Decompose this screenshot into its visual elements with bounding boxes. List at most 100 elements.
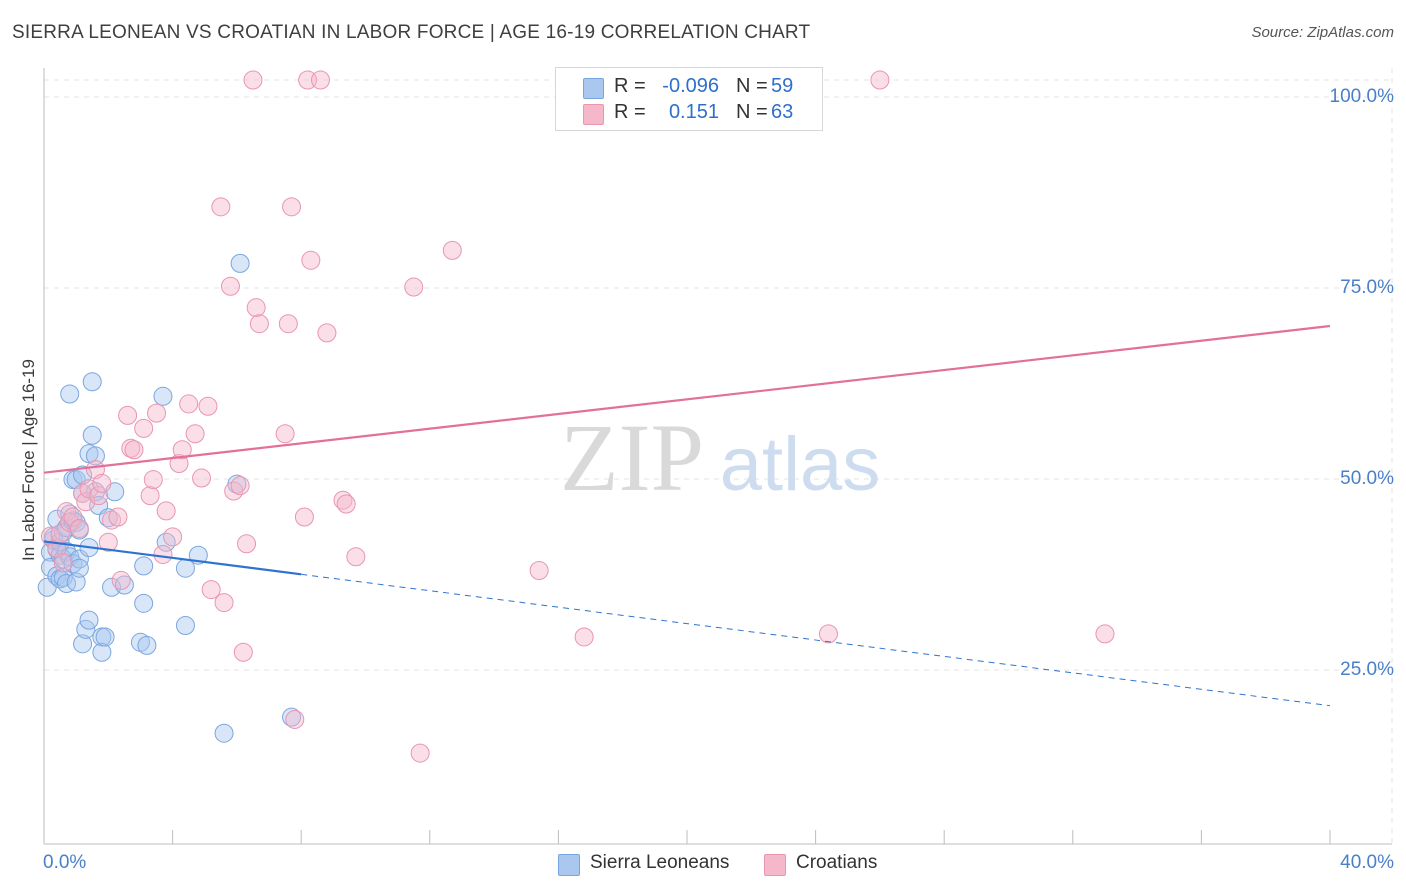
data-point [333, 490, 353, 510]
n-value: 59 [771, 75, 794, 97]
trend-line-croatians [43, 324, 1331, 474]
data-point [275, 424, 295, 444]
data-point [79, 479, 99, 499]
y-tick-25: 25.0% [1340, 659, 1394, 680]
legend-row-croatians: R = 0.151 N = 63 [556, 101, 822, 127]
legend-label: Croatians [796, 852, 878, 873]
source-note: Source: ZipAtlas.com [1251, 24, 1394, 41]
legend-swatch-pink [764, 854, 786, 876]
data-point [73, 634, 93, 654]
data-point [156, 501, 176, 521]
data-point [63, 507, 83, 527]
data-point [53, 567, 73, 587]
data-point [317, 323, 337, 343]
gridlines [44, 68, 1393, 844]
data-point [198, 396, 218, 416]
legend-swatch-blue [583, 78, 604, 99]
data-point [224, 481, 244, 501]
r-label: R = [614, 75, 646, 97]
y-tick-50: 50.0% [1340, 468, 1394, 489]
watermark-atlas: atlas [720, 422, 881, 507]
data-point [230, 476, 250, 496]
data-point [301, 250, 321, 270]
data-point [57, 573, 77, 593]
data-point [285, 709, 305, 729]
data-point [442, 240, 462, 260]
data-point [282, 707, 302, 727]
data-point [60, 384, 80, 404]
data-point [246, 298, 266, 318]
data-point [185, 424, 205, 444]
legend-label: Sierra Leoneans [590, 852, 730, 873]
data-point [172, 440, 192, 460]
r-value: 0.151 [668, 101, 719, 123]
data-point [85, 446, 105, 466]
data-point [278, 314, 298, 334]
n-value: 63 [771, 101, 794, 123]
data-point [153, 386, 173, 406]
y-tick-100: 100.0% [1329, 86, 1394, 107]
axes [43, 68, 1392, 845]
chart-title: SIERRA LEONEAN VS CROATIAN IN LABOR FORC… [12, 22, 811, 43]
correlation-legend: R = -0.096 N = 59 R = 0.151 N = 63 [555, 67, 823, 131]
data-point [233, 642, 253, 662]
legend-swatch-pink [583, 104, 604, 125]
data-point [214, 593, 234, 613]
data-point [82, 372, 102, 392]
data-point [282, 197, 302, 217]
n-label: N = [736, 75, 768, 97]
data-point [410, 743, 430, 763]
data-point [192, 468, 212, 488]
data-point [404, 277, 424, 297]
x-tick-min: 0.0% [43, 852, 87, 873]
trend-line-extrapolated [301, 573, 1331, 707]
data-point [111, 570, 131, 590]
data-point [134, 418, 154, 438]
data-point [336, 494, 356, 514]
data-point [69, 518, 89, 538]
data-point [243, 70, 263, 90]
data-point [134, 556, 154, 576]
data-point [143, 470, 163, 490]
data-point [147, 403, 167, 423]
data-point [346, 547, 366, 567]
watermark-zip: ZIP [560, 404, 704, 511]
data-point [294, 507, 314, 527]
data-point [92, 473, 112, 493]
data-point [89, 486, 109, 506]
legend-swatch-blue [558, 854, 580, 876]
data-point [201, 580, 221, 600]
data-point [529, 560, 549, 580]
data-point [220, 276, 240, 296]
data-point [60, 512, 80, 532]
data-point [249, 314, 269, 334]
trend-line-sierra-leoneans [43, 540, 302, 576]
data-point [124, 440, 144, 460]
data-point [121, 438, 141, 458]
data-point [98, 532, 118, 552]
r-value: -0.096 [662, 75, 719, 97]
data-point [156, 532, 176, 552]
data-point [310, 70, 330, 90]
data-point [574, 627, 594, 647]
data-point [211, 197, 231, 217]
data-point [214, 723, 234, 743]
n-label: N = [736, 101, 768, 123]
legend-row-sierra-leoneans: R = -0.096 N = 59 [556, 75, 822, 101]
data-point [69, 558, 89, 578]
data-point [137, 635, 157, 655]
data-point [95, 627, 115, 647]
trend-lines [43, 324, 1331, 707]
data-point [1095, 624, 1115, 644]
data-point [79, 610, 99, 630]
y-axis-label: In Labor Force | Age 16-19 [19, 359, 38, 561]
data-point [230, 253, 250, 273]
data-point [118, 405, 138, 425]
y-tick-75: 75.0% [1340, 277, 1394, 298]
data-point [163, 527, 183, 547]
data-point [92, 642, 112, 662]
series-croatians-points [40, 70, 1115, 763]
x-tick-max: 40.0% [1340, 852, 1394, 873]
data-point [153, 544, 173, 564]
